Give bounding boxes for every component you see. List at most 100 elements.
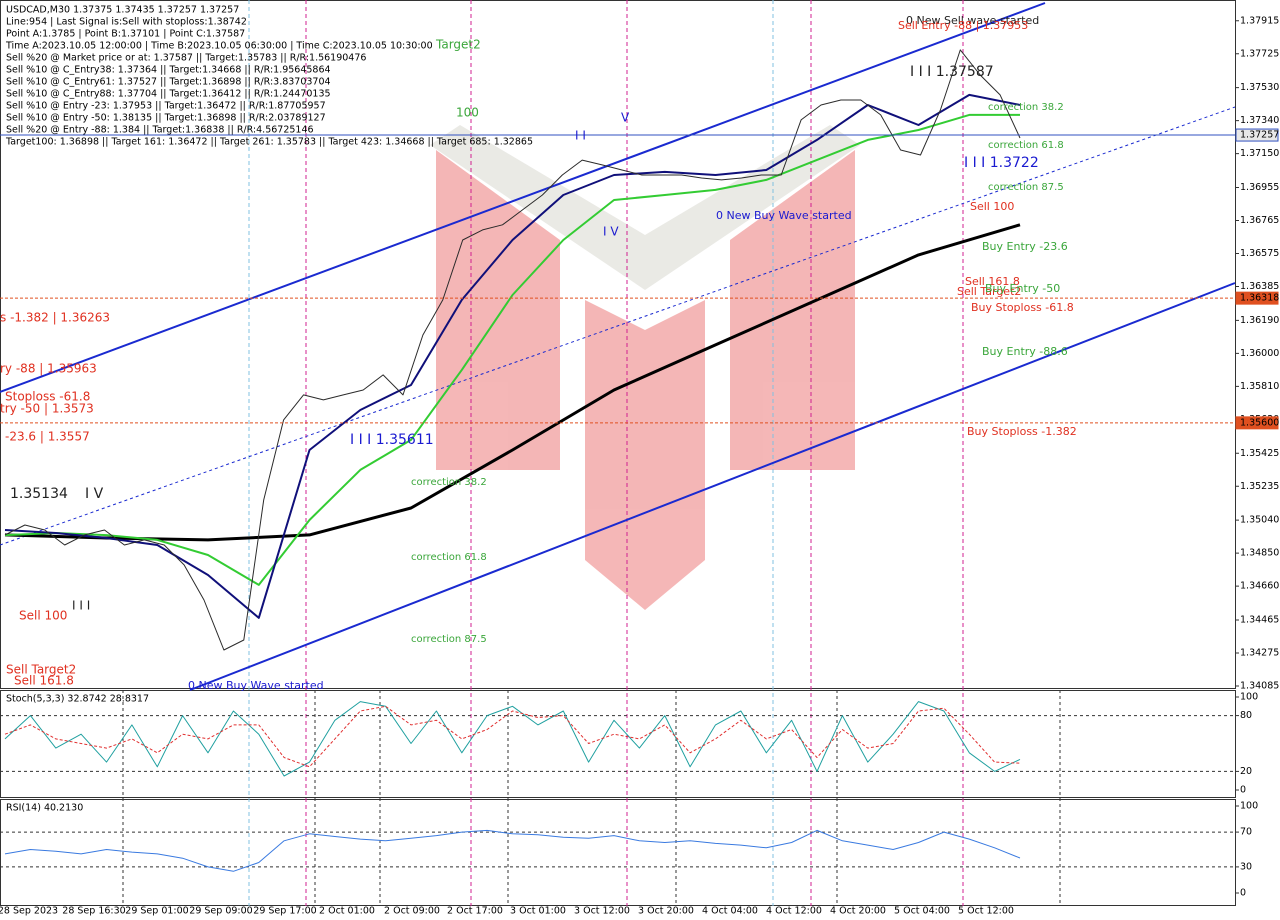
session-lines <box>248 0 964 906</box>
y-tick-label: 0 <box>1240 888 1246 899</box>
series-line <box>4 705 1021 768</box>
annotation: correction 87.5 <box>988 182 1064 193</box>
panel-title: RSI(14) 40.2130 <box>6 803 83 814</box>
x-tick-label: 28 Sep 16:30 <box>62 906 125 917</box>
y-tick-label: 1.36190 <box>1240 315 1279 326</box>
annotation: I I I 1.35611 <box>350 432 434 448</box>
series-line <box>4 829 1021 872</box>
x-tick-label: 4 Oct 04:00 <box>702 906 758 917</box>
info-line: Sell %10 @ Entry -23: 1.37953 || Target:… <box>6 101 326 112</box>
annotation: Buy Stoploss -1.382 <box>967 425 1077 438</box>
y-tick-label: 1.37915 <box>1240 15 1279 26</box>
x-tick-label: 4 Oct 20:00 <box>830 906 886 917</box>
y-tick-label: 1.34465 <box>1240 614 1279 625</box>
annotation: Sell Entry -88 | 1.37953 <box>898 19 1028 32</box>
x-tick-label: 3 Oct 12:00 <box>574 906 630 917</box>
annotation: I I I 1.3722 <box>964 155 1039 171</box>
y-tick-label: 100 <box>1240 801 1258 812</box>
y-tick-label: 1.35425 <box>1240 448 1279 459</box>
annotation: Buy Stoploss -61.8 <box>971 301 1074 314</box>
trend-channel <box>0 2 1236 691</box>
annotation: Stoploss -61.8 <box>5 390 90 404</box>
panel-frames <box>0 0 1236 906</box>
y-tick-label: 1.37725 <box>1240 48 1279 59</box>
annotation: correction 38.2 <box>988 102 1064 113</box>
info-line: Sell %10 @ C_Entry38: 1.37364 || Target:… <box>6 65 331 76</box>
x-tick-label: 2 Oct 01:00 <box>319 906 375 917</box>
x-tick-label: 4 Oct 12:00 <box>766 906 822 917</box>
price-box-label: 1.37257 <box>1240 130 1279 141</box>
annotation: Sell 100 <box>970 200 1014 213</box>
annotation: try -50 | 1.3573 <box>0 402 94 416</box>
annotation: Sell 100 <box>19 609 67 623</box>
x-tick-label: 29 Sep 09:00 <box>189 906 252 917</box>
annotation: -23.6 | 1.3557 <box>5 430 90 444</box>
annotation: Buy Entry -23.6 <box>982 240 1068 253</box>
y-tick-label: 1.36575 <box>1240 248 1279 259</box>
y-tick-label: 20 <box>1240 766 1252 777</box>
price-box <box>1235 128 1279 142</box>
annotation: 100 <box>456 106 479 120</box>
y-tick-label: 80 <box>1240 710 1252 721</box>
price-box <box>1235 416 1279 430</box>
annotation: correction 38.2 <box>411 477 487 488</box>
annotation: Sell Target2 <box>6 663 76 677</box>
y-tick-label: 70 <box>1240 827 1252 838</box>
x-tick-label: 2 Oct 09:00 <box>384 906 440 917</box>
annotation: Sell 161.8 <box>14 674 74 688</box>
annotation: ry -88 | 1.35963 <box>0 362 97 376</box>
x-tick-label: 28 Sep 2023 <box>0 906 58 917</box>
x-tick-label: 29 Sep 01:00 <box>125 906 188 917</box>
y-tick-label: 1.37150 <box>1240 148 1279 159</box>
y-tick-label: 1.36955 <box>1240 182 1279 193</box>
y-tick-label: 1.36000 <box>1240 348 1279 359</box>
y-tick-label: 1.35235 <box>1240 481 1279 492</box>
y-tick-label: 1.34275 <box>1240 647 1279 658</box>
annotation: Sell Target2 <box>957 285 1021 298</box>
info-line: Line:954 | Last Signal is:Sell with stop… <box>6 17 247 28</box>
x-tick-label: 5 Oct 04:00 <box>894 906 950 917</box>
info-line: Time A:2023.10.05 12:00:00 | Time B:2023… <box>5 41 433 52</box>
annotation: I V <box>603 225 619 239</box>
x-tick-label: 3 Oct 01:00 <box>510 906 566 917</box>
panel-title: USDCAD,M30 1.37375 1.37435 1.37257 1.372… <box>6 5 239 16</box>
series-line <box>4 113 1020 586</box>
annotation: Buy Entry -50 <box>985 282 1060 295</box>
annotation: I V <box>85 486 104 502</box>
y-tick-label: 1.36765 <box>1240 215 1279 226</box>
annotation: V <box>621 111 630 125</box>
y-tick-label: 1.36385 <box>1240 281 1279 292</box>
info-line: Target100: 1.36898 || Target 161: 1.3647… <box>5 137 533 148</box>
annotation: 1.35134 <box>10 486 68 502</box>
info-line: Sell %10 @ C_Entry61: 1.37527 || Target:… <box>6 77 331 88</box>
annotation: I I <box>575 129 586 143</box>
annotation: correction 61.8 <box>988 140 1064 151</box>
sub-grid <box>122 690 1061 906</box>
y-tick-label: 100 <box>1240 692 1258 703</box>
info-line: Sell %10 @ C_Entry88: 1.37704 || Target:… <box>6 89 331 100</box>
series-line <box>4 223 1021 542</box>
x-tick-label: 29 Sep 17:00 <box>253 906 316 917</box>
y-tick-label: 1.35810 <box>1240 381 1279 392</box>
annotation: I I I 1.37587 <box>910 64 994 80</box>
price-box-label: 1.35600 <box>1240 417 1279 428</box>
y-tick-label: 1.34850 <box>1240 548 1279 559</box>
price-box <box>1235 291 1279 305</box>
info-line: Point A:1.3785 | Point B:1.37101 | Point… <box>6 29 245 40</box>
series-line <box>4 49 1021 651</box>
x-tick-label: 3 Oct 20:00 <box>638 906 694 917</box>
price-box-label: 1.36318 <box>1240 293 1279 304</box>
y-tick-label: 1.34660 <box>1240 581 1279 592</box>
annotation: Buy Entry -88.6 <box>982 345 1068 358</box>
series-line <box>4 701 1021 777</box>
info-line: Sell %20 @ Market price or at: 1.37587 |… <box>6 53 366 64</box>
info-line: Sell %20 @ Entry -88: 1.384 || Target:1.… <box>6 125 314 136</box>
y-tick-label: 1.35040 <box>1240 515 1279 526</box>
x-tick-label: 5 Oct 12:00 <box>958 906 1014 917</box>
x-tick-label: 2 Oct 17:00 <box>447 906 503 917</box>
y-tick-label: 1.37340 <box>1240 115 1279 126</box>
annotation: correction 87.5 <box>411 634 487 645</box>
y-tick-label: 0 <box>1240 785 1246 796</box>
y-tick-label: 1.37530 <box>1240 82 1279 93</box>
